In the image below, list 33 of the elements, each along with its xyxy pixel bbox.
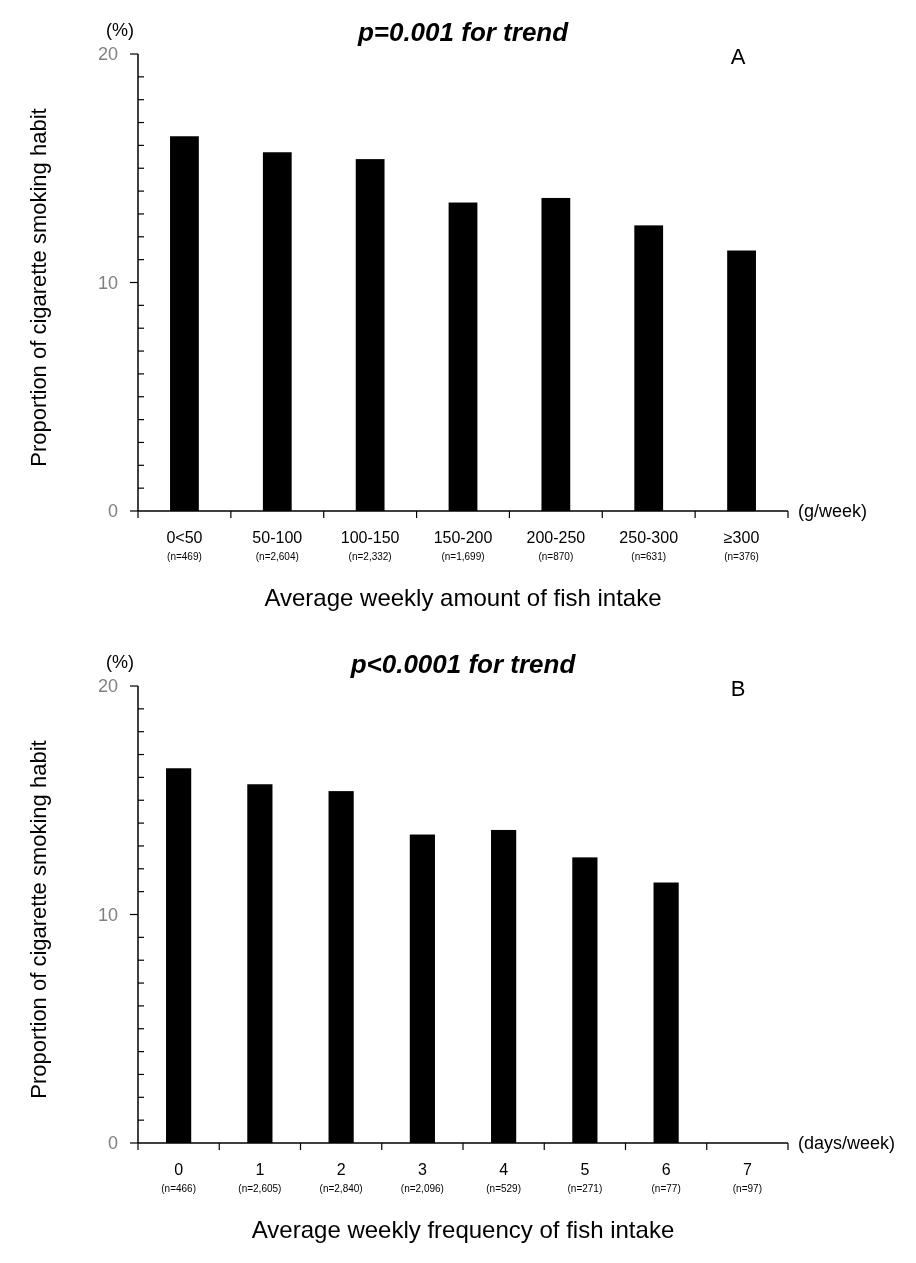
y-tick-label: 20	[97, 676, 118, 696]
y-axis-title: Proportion of cigarette smoking habit	[26, 108, 51, 467]
x-tick-label: 3 (n=2,096)	[400, 1161, 444, 1194]
x-tick-label: ≥300 (n=376)	[723, 529, 760, 562]
text: (%)	[106, 652, 134, 672]
x-axis-title: Average weekly frequency of fish intake	[251, 1216, 675, 1243]
x-tick-label: 7 (n=97)	[732, 1161, 762, 1194]
text: (days/week)	[798, 1133, 896, 1153]
y-tick-label: 10	[97, 904, 118, 925]
x-axis-title: Average weekly amount of fish intake	[264, 584, 662, 611]
x-tick-label: 250-300 (n=631)	[619, 529, 679, 562]
x-tick-label: 100-150 (n=2,332)	[340, 529, 400, 562]
x-tick-label: 150-200 (n=1,699)	[433, 529, 493, 562]
x-tick-label: 50-100 (n=2,604)	[252, 529, 303, 562]
text: (%)	[106, 20, 134, 40]
annotation: B	[730, 676, 746, 701]
x-tick-label: 200-250 (n=870)	[526, 529, 586, 562]
chart-title: p<0.0001 for trend	[349, 649, 577, 679]
chart-title: p=0.001 for trend	[356, 17, 570, 47]
y-tick-label: 10	[97, 272, 118, 293]
x-tick-label: 5 (n=271)	[567, 1161, 603, 1194]
y-tick-label: 0	[107, 501, 118, 521]
y-tick-label: 0	[107, 1133, 118, 1153]
y-tick-label: 20	[97, 44, 118, 64]
y-axis-title: Proportion of cigarette smoking habit	[26, 740, 51, 1099]
x-tick-label: 6 (n=77)	[651, 1161, 681, 1194]
annotation: A	[730, 44, 746, 69]
x-tick-label: 0 (n=466)	[161, 1161, 196, 1194]
x-tick-label: 0<50 (n=469)	[166, 529, 203, 562]
x-tick-label: 2 (n=2,840)	[319, 1161, 363, 1194]
text: (g/week)	[798, 501, 868, 521]
x-tick-label: 4 (n=529)	[486, 1161, 521, 1194]
x-tick-label: 1 (n=2,605)	[238, 1161, 282, 1194]
